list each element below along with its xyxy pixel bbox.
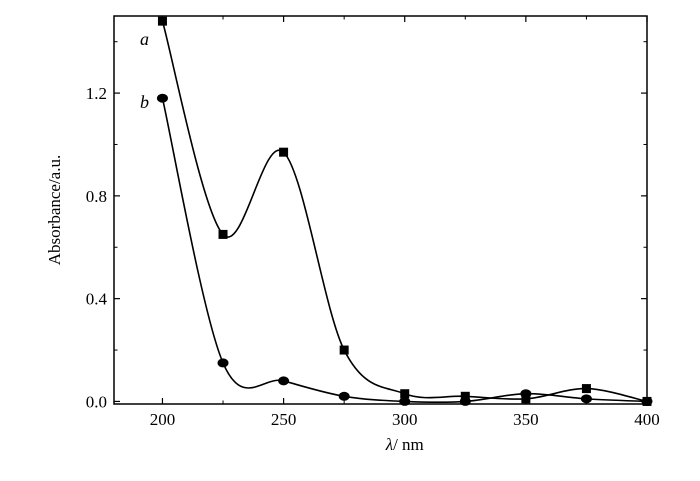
data-point-b <box>278 376 290 386</box>
axis-ticks <box>114 16 648 404</box>
series-line-b <box>161 98 648 404</box>
y-tick-label: 1.2 <box>86 84 107 103</box>
x-tick-label: 400 <box>634 410 660 429</box>
data-point-a <box>279 147 289 157</box>
data-point-b <box>217 358 229 368</box>
x-axis-symbol: λ <box>385 435 393 454</box>
plot-frame <box>113 15 648 405</box>
series-labels: ab <box>140 29 149 112</box>
x-tick-label: 200 <box>150 410 176 429</box>
data-point-a <box>339 345 349 355</box>
y-tick-label: 0.4 <box>86 290 108 309</box>
y-tick-label: 0.0 <box>86 392 107 411</box>
data-point-b <box>156 93 168 103</box>
y-tick-label: 0.8 <box>86 187 107 206</box>
x-tick-label: 300 <box>392 410 418 429</box>
data-point-a <box>218 229 228 239</box>
data-point-b <box>520 389 532 399</box>
data-point-b <box>580 394 592 404</box>
tick-labels: 200 250 300 350 400 0.0 0.4 0.8 1.2 <box>86 84 660 429</box>
series-label-a: a <box>140 29 149 49</box>
x-axis-unit: / nm <box>393 435 424 454</box>
series-curves <box>161 20 648 404</box>
y-axis-label: Absorbance/a.u. <box>45 155 64 265</box>
series-line-a <box>161 20 648 403</box>
data-point-a <box>460 391 470 401</box>
series-label-b: b <box>140 92 149 112</box>
data-point-a <box>581 384 591 394</box>
data-point-b <box>338 391 350 401</box>
x-tick-label: 250 <box>271 410 297 429</box>
series-markers <box>156 16 653 406</box>
x-axis-label: λ/ nm <box>385 435 424 454</box>
data-point-a <box>400 389 410 399</box>
x-tick-label: 350 <box>513 410 539 429</box>
